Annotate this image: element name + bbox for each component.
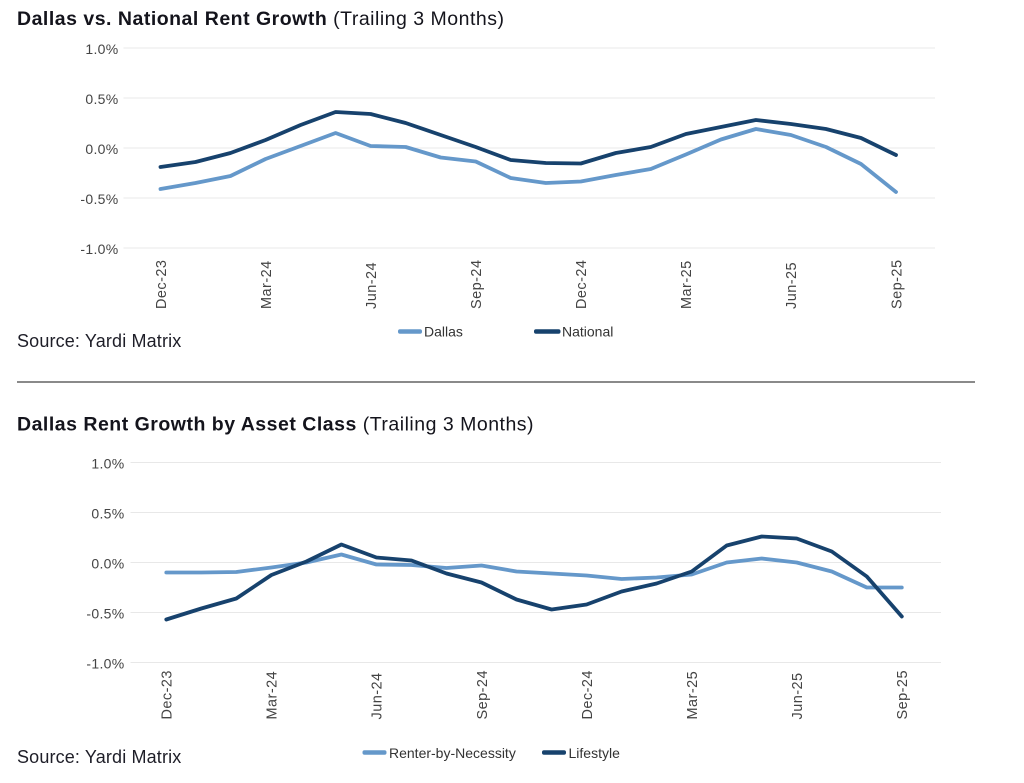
svg-text:Mar-25: Mar-25 bbox=[685, 671, 701, 720]
svg-text:0.5%: 0.5% bbox=[91, 506, 124, 522]
svg-text:-1.0%: -1.0% bbox=[86, 656, 124, 672]
svg-text:Sep-24: Sep-24 bbox=[469, 260, 485, 309]
svg-text:Dallas vs. National Rent Growt: Dallas vs. National Rent Growth (Trailin… bbox=[17, 8, 504, 30]
svg-text:Dec-24: Dec-24 bbox=[574, 260, 590, 309]
svg-text:Jun-24: Jun-24 bbox=[370, 672, 386, 719]
svg-text:Dec-23: Dec-23 bbox=[160, 670, 176, 719]
svg-text:Mar-25: Mar-25 bbox=[679, 260, 695, 309]
svg-text:Lifestyle: Lifestyle bbox=[569, 745, 621, 761]
svg-text:Dallas: Dallas bbox=[424, 324, 463, 340]
svg-text:Dec-23: Dec-23 bbox=[154, 260, 170, 309]
svg-text:Jun-25: Jun-25 bbox=[784, 262, 800, 309]
svg-text:1.0%: 1.0% bbox=[85, 41, 118, 57]
svg-text:Sep-24: Sep-24 bbox=[475, 670, 491, 719]
svg-text:-0.5%: -0.5% bbox=[86, 606, 124, 622]
svg-text:Dec-24: Dec-24 bbox=[580, 670, 596, 719]
svg-text:-0.5%: -0.5% bbox=[80, 191, 118, 207]
svg-text:Sep-25: Sep-25 bbox=[889, 260, 905, 309]
svg-text:0.5%: 0.5% bbox=[85, 91, 118, 107]
svg-text:Dallas Rent Growth by Asset Cl: Dallas Rent Growth by Asset Class (Trail… bbox=[17, 414, 534, 436]
svg-text:Source: Yardi Matrix: Source: Yardi Matrix bbox=[17, 331, 181, 351]
svg-text:0.0%: 0.0% bbox=[91, 556, 124, 572]
svg-text:Sep-25: Sep-25 bbox=[895, 670, 911, 719]
svg-text:Jun-24: Jun-24 bbox=[364, 262, 380, 309]
svg-text:Mar-24: Mar-24 bbox=[259, 260, 275, 309]
svg-text:National: National bbox=[562, 324, 613, 340]
svg-text:Jun-25: Jun-25 bbox=[790, 672, 806, 719]
svg-text:Renter-by-Necessity: Renter-by-Necessity bbox=[389, 745, 516, 761]
svg-text:1.0%: 1.0% bbox=[91, 456, 124, 472]
svg-text:Source: Yardi Matrix: Source: Yardi Matrix bbox=[17, 747, 181, 767]
svg-text:0.0%: 0.0% bbox=[85, 141, 118, 157]
svg-text:-1.0%: -1.0% bbox=[80, 241, 118, 257]
svg-text:Mar-24: Mar-24 bbox=[265, 671, 281, 720]
